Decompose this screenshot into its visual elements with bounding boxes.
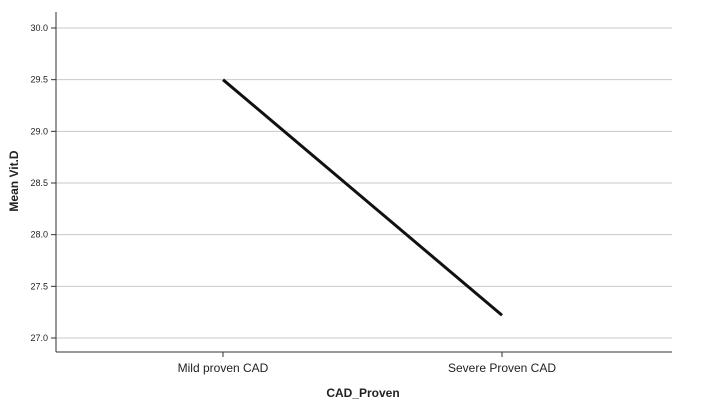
y-tick-label: 28.0	[30, 230, 48, 240]
series-line	[222, 78, 503, 317]
x-tick-labels: Mild proven CAD Severe Proven CAD	[178, 352, 556, 375]
y-tick-labels: 27.0 27.5 28.0 28.5 29.0 29.5 30.0	[30, 23, 48, 343]
y-tick-label: 27.5	[30, 281, 48, 291]
y-tick-label: 28.5	[30, 178, 48, 188]
y-tick-label: 29.5	[30, 75, 48, 85]
series	[222, 78, 503, 317]
gridlines	[51, 27, 672, 339]
y-tick-label: 30.0	[30, 23, 48, 33]
y-tick-label: 27.0	[30, 333, 48, 343]
y-axis-title: Mean Vit.D	[7, 150, 21, 211]
x-axis-title: CAD_Proven	[326, 386, 399, 400]
y-tick-label: 29.0	[30, 126, 48, 136]
axes	[55, 12, 672, 353]
x-tick-label: Severe Proven CAD	[448, 361, 556, 375]
x-tick-label: Mild proven CAD	[178, 361, 269, 375]
